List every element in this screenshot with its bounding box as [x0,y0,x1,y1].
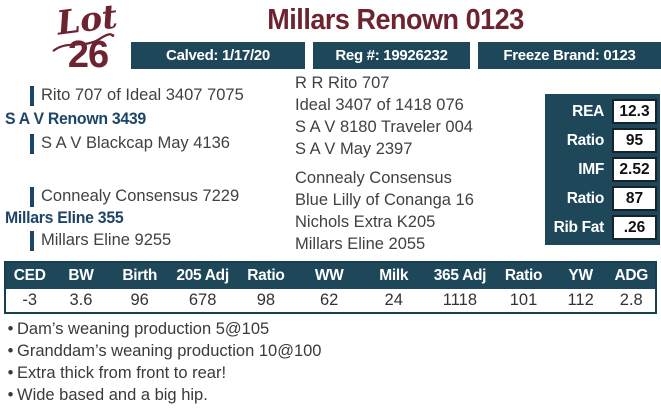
epd-header-cell: 205 Adj [176,267,229,284]
banner-freeze-brand: Freeze Brand: 0123 [478,42,661,69]
banner-calved: Calved: 1/17/20 [131,42,305,69]
carcass-row: Ratio 95 [545,128,657,153]
pedigree-sire-ancestors: R R Rito 707 Ideal 3407 of 1418 076 S A … [295,72,473,160]
pedigree-sire-sire: Rito 707 of Ideal 3407 7075 [41,86,244,104]
performance-table-header-row: CED BW Birth 205 Adj Ratio WW Milk 365 A… [6,263,655,289]
carcass-value: .26 [612,215,657,240]
bullet-icon: • [7,342,14,360]
carcass-label: Ratio [566,131,605,149]
epd-header-cell: BW [68,267,94,284]
pedigree-bracket-bar [30,134,34,154]
epd-header-cell: 365 Adj [433,267,487,284]
epd-header-cell: Ratio [504,267,543,284]
carcass-value: 87 [612,186,657,211]
carcass-value: 12.3 [612,99,657,124]
note-item: • Dam’s weaning production 5@105 [4,318,321,340]
lot-underline-flourish-icon [52,33,115,52]
epd-value-cell: 98 [256,291,276,309]
note-text: Extra thick from front to rear! [17,364,227,382]
carcass-value: 2.52 [612,157,657,182]
animal-name-title: Millars Renown 0123 [267,4,524,36]
epd-header-cell: CED [13,267,46,284]
epd-value-cell: 62 [319,291,339,309]
epd-header-cell: YW [568,267,593,284]
carcass-label: Rib Fat [553,218,605,236]
pedigree-ancestor: R R Rito 707 [295,74,390,92]
carcass-label: Ratio [566,189,605,207]
pedigree-dam-ancestors: Connealy Consensus Blue Lilly of Conanga… [295,167,474,255]
epd-header-cell: Milk [379,267,409,284]
carcass-row: Ratio 87 [545,186,657,211]
pedigree-ancestor: S A V May 2397 [295,140,413,158]
carcass-value: 95 [612,128,657,153]
lot-number: 26 [67,34,109,76]
epd-header-cell: Ratio [247,267,285,284]
pedigree-dam-name: Millars Eline 355 [5,209,124,227]
pedigree-sire-dam: S A V Blackcap May 4136 [41,134,230,152]
bullet-icon: • [7,320,14,338]
note-item: • Granddam’s weaning production 10@100 [4,340,322,362]
pedigree-ancestor: Millars Eline 2055 [295,235,426,253]
epd-value-cell: -3 [22,291,38,309]
carcass-row: Rib Fat .26 [545,215,657,240]
epd-value-cell: 96 [130,291,149,309]
pedigree-ancestor: Nichols Extra K205 [295,213,436,231]
carcass-label: IMF [578,160,604,178]
epd-value-cell: 2.8 [619,291,643,309]
epd-value-cell: 3.6 [69,291,93,309]
notes-list: • Dam’s weaning production 5@105 • Grandda… [4,318,322,406]
bullet-icon: • [7,386,14,404]
pedigree-dam-dam: Millars Eline 9255 [41,231,172,249]
pedigree-bracket-bar [30,231,34,251]
epd-header-cell: ADG [614,267,648,284]
carcass-row: REA 12.3 [545,99,657,124]
pedigree-bracket-bar [30,86,34,106]
banner-reg-number: Reg #: 19926232 [313,42,470,69]
pedigree-ancestor: Ideal 3407 of 1418 076 [295,96,464,114]
note-text: Granddam’s weaning production 10@100 [17,342,322,360]
pedigree-dam-sire: Connealy Consensus 7229 [41,187,240,205]
pedigree-bracket-bar [30,187,34,207]
epd-value-cell: 112 [567,291,594,309]
epd-value-cell: 24 [384,291,403,309]
note-item: • Wide based and a big hip. [4,384,321,406]
pedigree-sire-name: S A V Renown 3439 [5,110,146,128]
bullet-icon: • [7,364,14,382]
banner-row: Calved: 1/17/20 Reg #: 19926232 Freeze B… [131,42,661,69]
pedigree-ancestor: Connealy Consensus [295,169,452,187]
note-text: Dam’s weaning production 5@105 [17,320,270,338]
note-text: Wide based and a big hip. [17,386,208,404]
epd-header-cell: Birth [122,267,158,284]
performance-table: CED BW Birth 205 Adj Ratio WW Milk 365 A… [4,261,657,314]
epd-value-cell: 678 [188,291,217,309]
epd-header-cell: WW [314,267,344,284]
carcass-label: REA [572,102,604,120]
carcass-data-panel: REA 12.3 Ratio 95 IMF 2.52 Ratio 87 Rib … [545,94,660,245]
epd-value-cell: 1118 [442,291,478,309]
note-item: • Extra thick from front to rear! [4,362,321,384]
pedigree-ancestor: Blue Lilly of Conanga 16 [295,191,474,209]
performance-table-value-row: -3 3.6 96 678 98 62 24 1118 101 112 2.8 [6,289,655,312]
pedigree-ancestor: S A V 8180 Traveler 004 [295,118,473,136]
carcass-row: IMF 2.52 [545,157,657,182]
epd-value-cell: 101 [509,291,538,309]
